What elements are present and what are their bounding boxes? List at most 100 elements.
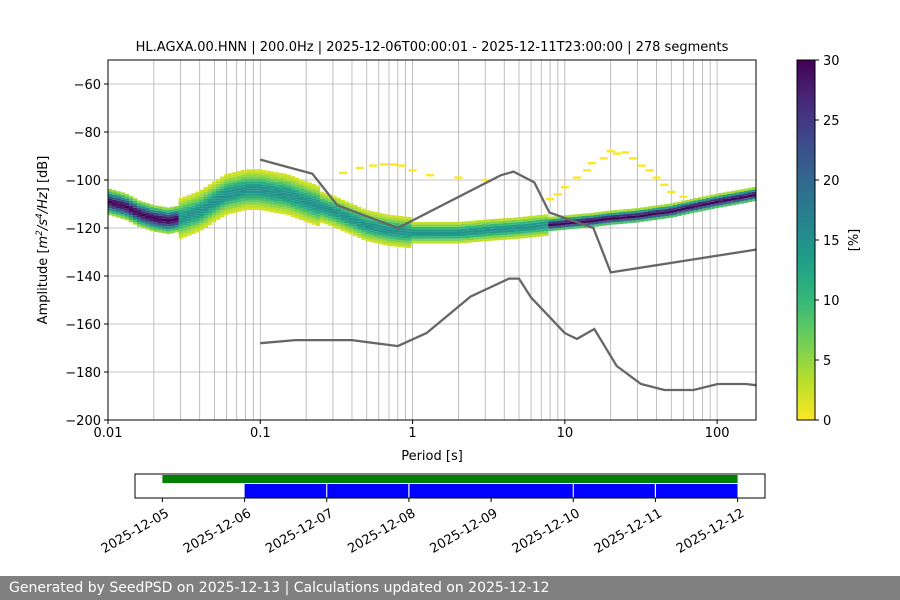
psd-cell: [195, 218, 200, 221]
psd-cell: [278, 180, 283, 183]
psd-cell: [589, 224, 595, 228]
psd-cell: [506, 229, 512, 233]
psd-cell: [149, 214, 154, 217]
psd-cell: [465, 228, 470, 231]
psd-cell: [211, 188, 217, 192]
psd-cell: [274, 203, 279, 206]
psd-cell: [240, 177, 246, 180]
psd-cell: [394, 215, 400, 218]
psd-cell: [182, 201, 188, 204]
psd-cell: [236, 175, 242, 179]
psd-cell: [253, 183, 258, 186]
psd-cell: [220, 183, 225, 187]
psd-cell: [319, 198, 325, 202]
timeline-tick-label: 2025-12-10: [510, 506, 583, 557]
psd-cell: [490, 235, 495, 239]
psd-cell: [120, 199, 125, 203]
psd-cell: [257, 200, 262, 203]
psd-cell: [270, 197, 275, 201]
psd-cell: [440, 222, 445, 225]
psd-cell: [112, 206, 117, 210]
psd-cell: [270, 207, 275, 210]
psd-cell: [286, 198, 292, 201]
psd-cell: [697, 201, 703, 205]
psd-cell: [319, 206, 325, 209]
psd-cell: [232, 172, 238, 175]
psd-cell: [332, 215, 337, 218]
psd-cell: [286, 177, 292, 180]
psd-cell: [220, 186, 225, 189]
psd-cell: [253, 198, 258, 201]
plot-frame: [107, 59, 757, 421]
psd-cell: [108, 188, 113, 192]
psd-cell: [311, 222, 316, 225]
psd-cell: [722, 194, 728, 198]
psd-cell: [402, 240, 408, 243]
psd-cell: [270, 205, 275, 208]
psd-cell: [124, 213, 130, 216]
psd-cell: [369, 213, 375, 216]
psd-cell: [344, 220, 350, 224]
psd-cell: [739, 191, 744, 195]
psd-cell: [357, 214, 362, 217]
psd-cell: [307, 204, 312, 207]
psd-cell: [510, 220, 516, 223]
psd-cell: [448, 229, 454, 232]
psd-cell: [328, 201, 333, 205]
psd-cell: [486, 219, 491, 222]
psd-cell: [270, 190, 275, 194]
psd-cell: [224, 186, 229, 189]
psd-cell: [311, 183, 316, 187]
psd-cell: [137, 219, 142, 223]
psd-cell: [328, 211, 333, 214]
psd-cell: [714, 193, 719, 197]
psd-cell: [311, 217, 316, 220]
psd-cell: [203, 206, 208, 209]
psd-cell: [182, 227, 188, 231]
psd-cell: [419, 229, 424, 232]
psd-cell: [573, 219, 578, 222]
psd-outlier-cell: [628, 157, 637, 160]
psd-cell: [718, 193, 724, 196]
psd-cell: [490, 228, 495, 232]
psd-cell: [398, 230, 404, 233]
psd-cell: [747, 190, 753, 193]
psd-cell: [751, 186, 757, 190]
psd-cell: [564, 222, 570, 225]
psd-cell: [340, 204, 346, 207]
psd-cell: [257, 169, 262, 172]
x-tick-label: 1: [408, 426, 416, 441]
psd-cell: [324, 200, 329, 203]
psd-cell: [569, 221, 574, 225]
psd-cell: [348, 205, 354, 209]
psd-cell: [216, 179, 221, 182]
chart-title: HL.AGXA.00.HNN | 200.0Hz | 2025-12-06T00…: [136, 40, 729, 55]
psd-cell: [348, 215, 354, 218]
psd-cell: [315, 192, 321, 195]
psd-cell: [249, 193, 254, 196]
psd-cell: [282, 190, 287, 193]
psd-cell: [689, 208, 694, 211]
psd-cell: [386, 226, 391, 230]
psd-cell: [299, 191, 304, 194]
psd-cell: [294, 177, 300, 181]
psd-cell: [224, 207, 229, 211]
psd-cell: [170, 228, 175, 231]
psd-cell: [319, 215, 325, 219]
psd-cell: [216, 207, 221, 211]
psd-cell: [685, 199, 690, 203]
psd-cell: [515, 231, 520, 235]
psd-cell: [407, 231, 412, 234]
psd-cell: [141, 213, 146, 217]
psd-cell: [265, 175, 271, 178]
psd-cell: [216, 193, 221, 196]
psd-cell: [220, 207, 225, 211]
psd-cell: [552, 223, 557, 226]
psd-cell: [461, 233, 466, 236]
psd-cell: [656, 205, 661, 208]
psd-cell: [182, 210, 188, 214]
psd-cell: [232, 181, 238, 185]
psd-cell: [494, 235, 499, 239]
psd-cell: [265, 197, 271, 200]
psd-cell: [747, 199, 753, 203]
